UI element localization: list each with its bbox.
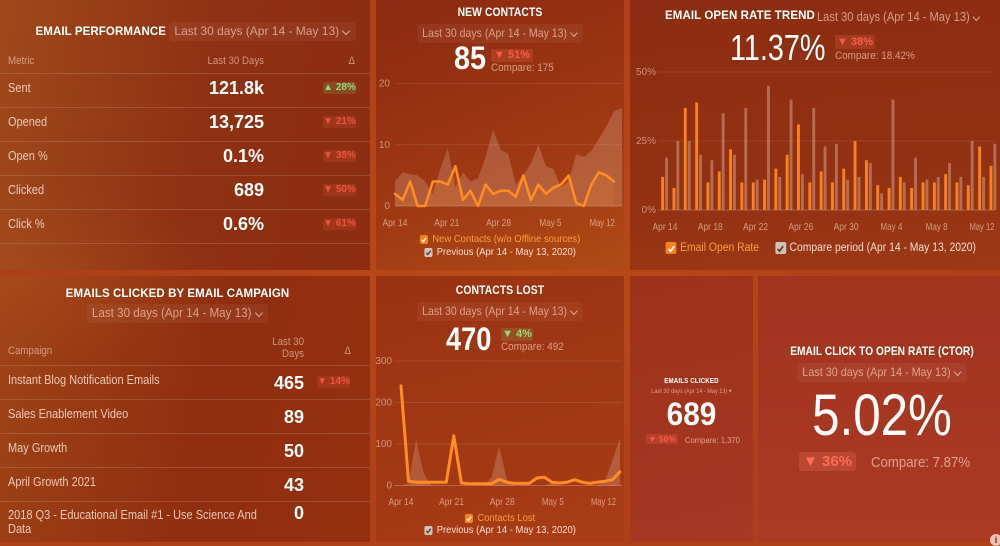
svg-text:100: 100: [376, 439, 392, 450]
svg-text:Apr 26: Apr 26: [788, 221, 813, 233]
svg-text:Apr 28: Apr 28: [486, 217, 511, 229]
svg-text:Apr 21: Apr 21: [434, 217, 459, 229]
svg-text:Apr 30: Apr 30: [834, 221, 859, 233]
svg-text:Apr 28: Apr 28: [490, 496, 515, 508]
svg-text:May 5: May 5: [542, 496, 564, 508]
svg-text:Apr 21: Apr 21: [439, 496, 464, 508]
svg-text:Apr 18: Apr 18: [698, 221, 723, 233]
svg-text:May 12: May 12: [590, 217, 615, 229]
svg-text:0%: 0%: [642, 205, 657, 216]
svg-text:May 5: May 5: [539, 217, 561, 229]
svg-text:300: 300: [376, 356, 392, 367]
svg-text:200: 200: [376, 398, 392, 409]
svg-text:May 4: May 4: [880, 221, 902, 233]
svg-text:50%: 50%: [636, 67, 656, 78]
svg-text:Apr 22: Apr 22: [743, 221, 768, 233]
svg-text:0: 0: [386, 481, 392, 492]
svg-text:Apr 14: Apr 14: [653, 221, 678, 233]
svg-text:20: 20: [379, 79, 391, 90]
svg-text:25%: 25%: [636, 136, 656, 147]
svg-text:May 12: May 12: [969, 221, 994, 233]
svg-text:0: 0: [384, 201, 390, 212]
svg-text:May 12: May 12: [591, 496, 616, 508]
svg-text:May 8: May 8: [926, 221, 948, 233]
svg-text:Apr 14: Apr 14: [383, 217, 408, 229]
svg-text:10: 10: [379, 140, 391, 151]
svg-text:Apr 14: Apr 14: [389, 496, 414, 508]
